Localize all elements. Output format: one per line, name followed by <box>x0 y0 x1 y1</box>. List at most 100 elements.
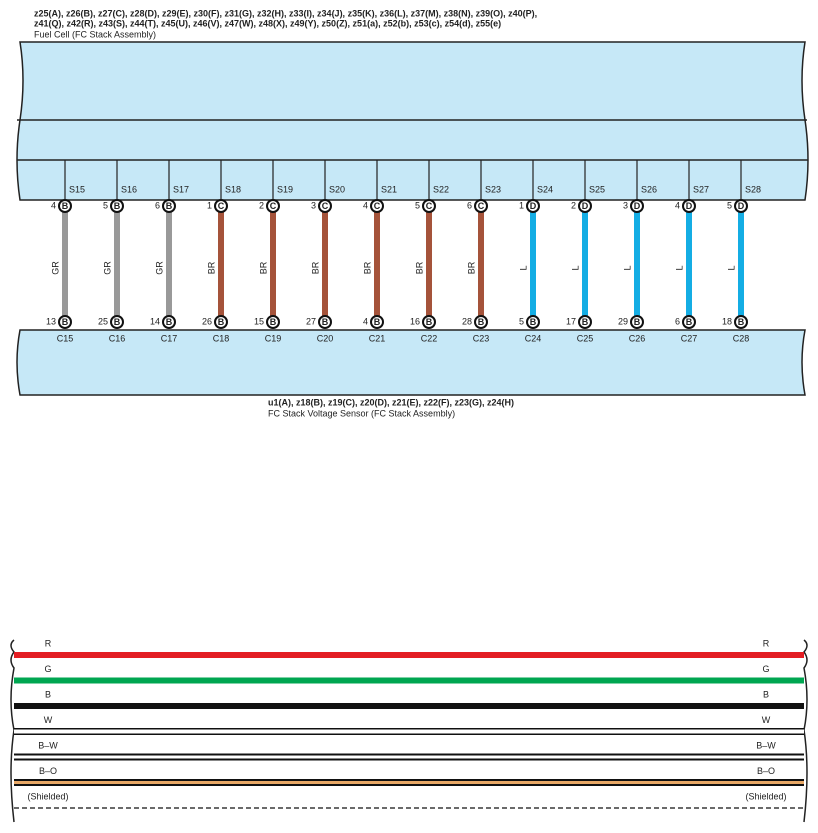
legend-label: B–O <box>39 766 57 776</box>
top-terminal-label: S19 <box>277 184 293 194</box>
bottom-pin-number: 17 <box>566 316 576 326</box>
pin-connector: C <box>322 201 329 211</box>
bottom-terminal-label: C28 <box>733 333 750 343</box>
top-codes: z25(A), z26(B), z27(C), z28(D), z29(E), … <box>34 8 537 18</box>
pin-connector: B <box>62 201 69 211</box>
bottom-pin-number: 25 <box>98 316 108 326</box>
pin <box>578 315 592 329</box>
pin <box>630 315 644 329</box>
bottom-pin-number: 29 <box>618 316 628 326</box>
legend-label: (Shielded) <box>27 791 68 801</box>
bottom-terminal-label: C16 <box>109 333 126 343</box>
bottom-terminal-label: C26 <box>629 333 646 343</box>
bottom-terminal-label: C17 <box>161 333 178 343</box>
top-terminal-label: S18 <box>225 184 241 194</box>
bottom-pin-number: 14 <box>150 316 160 326</box>
top-pin-number: 5 <box>727 200 732 210</box>
top-pin-number: 5 <box>415 200 420 210</box>
pin-connector: C <box>270 201 277 211</box>
top-terminal-label: S27 <box>693 184 709 194</box>
legend-label: B <box>763 689 769 699</box>
top-terminal-label: S20 <box>329 184 345 194</box>
legend: R R G G B B W W B–W B–W B–O B–O (Shielded) (Shielded) <box>10 638 808 823</box>
wire-code: GR <box>154 261 164 275</box>
top-terminal-label: S21 <box>381 184 397 194</box>
bracket <box>10 639 15 823</box>
pin <box>422 199 436 213</box>
pin-connector: B <box>374 317 381 327</box>
legend-label: W <box>762 715 771 725</box>
legend-label: B–W <box>38 740 58 750</box>
top-terminal-label: S15 <box>69 184 85 194</box>
top-pin-number: 4 <box>675 200 680 210</box>
pin <box>214 199 228 213</box>
pin <box>214 315 228 329</box>
bottom-terminal-label: C21 <box>369 333 386 343</box>
pin-connector: B <box>114 317 121 327</box>
top-terminal-label: S24 <box>537 184 553 194</box>
wire-code: BR <box>310 261 320 274</box>
top-pin-number: 4 <box>51 200 56 210</box>
pin <box>370 315 384 329</box>
top-pin-number: 6 <box>155 200 160 210</box>
pin-connector: B <box>166 317 173 327</box>
bottom-component <box>16 329 806 396</box>
pin-connector: B <box>114 201 121 211</box>
wire-code: L <box>674 265 684 270</box>
wire-code: BR <box>414 261 424 274</box>
pin <box>526 199 540 213</box>
pin <box>422 315 436 329</box>
pin <box>578 199 592 213</box>
bottom-pin-number: 28 <box>462 316 472 326</box>
legend-label: W <box>44 715 53 725</box>
wire-code: BR <box>258 261 268 274</box>
legend-label: R <box>45 638 52 648</box>
top-terminal-label: S22 <box>433 184 449 194</box>
top-terminal-label: S28 <box>745 184 761 194</box>
top-terminal-label: S26 <box>641 184 657 194</box>
pin <box>474 315 488 329</box>
pin-connector: D <box>634 201 641 211</box>
pin <box>734 315 748 329</box>
pin-connector: D <box>686 201 693 211</box>
pin <box>162 315 176 329</box>
wire-code: L <box>622 265 632 270</box>
pin-connector: D <box>582 201 589 211</box>
pin <box>734 199 748 213</box>
top-pin-number: 4 <box>363 200 368 210</box>
pin-connector: B <box>478 317 485 327</box>
wire-code: GR <box>102 261 112 275</box>
bottom-terminal-label: C23 <box>473 333 490 343</box>
top-pin-number: 1 <box>519 200 524 210</box>
bottom-terminal-label: C18 <box>213 333 230 343</box>
pin-connector: B <box>582 317 589 327</box>
top-pin-number: 2 <box>259 200 264 210</box>
bottom-codes: u1(A), z18(B), z19(C), z20(D), z21(E), z… <box>268 397 514 407</box>
top-terminal-label: S17 <box>173 184 189 194</box>
legend-label: R <box>763 638 770 648</box>
bottom-name: FC Stack Voltage Sensor (FC Stack Assemb… <box>268 408 455 418</box>
bottom-terminal-label: C15 <box>57 333 74 343</box>
bracket <box>803 639 808 823</box>
top-pin-number: 5 <box>103 200 108 210</box>
pin-connector: B <box>322 317 329 327</box>
top-codes: z41(Q), z42(R), z43(S), z44(T), z45(U), … <box>34 18 501 28</box>
bottom-terminal-label: C25 <box>577 333 594 343</box>
pin-connector: B <box>634 317 641 327</box>
legend-label: (Shielded) <box>745 791 786 801</box>
bottom-pin-number: 5 <box>519 316 524 326</box>
top-terminal-label: S25 <box>589 184 605 194</box>
bottom-pin-number: 15 <box>254 316 264 326</box>
pin <box>682 315 696 329</box>
bottom-terminal-label: C19 <box>265 333 282 343</box>
pin-connector: B <box>426 317 433 327</box>
pin-connector: B <box>62 317 69 327</box>
pin-connector: B <box>738 317 745 327</box>
legend-label: B <box>45 689 51 699</box>
pin <box>110 315 124 329</box>
pin-connector: D <box>738 201 745 211</box>
pin <box>318 199 332 213</box>
bottom-pin-number: 13 <box>46 316 56 326</box>
